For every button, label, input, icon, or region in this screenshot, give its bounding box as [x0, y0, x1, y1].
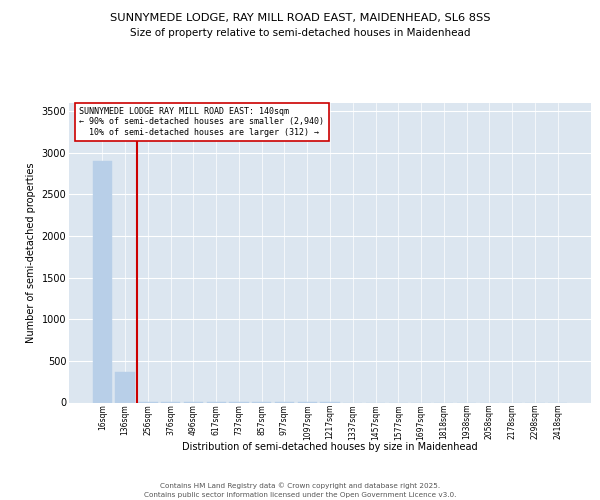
Bar [115, 372, 135, 402]
Text: SUNNYMEDE LODGE RAY MILL ROAD EAST: 140sqm
← 90% of semi-detached houses are sma: SUNNYMEDE LODGE RAY MILL ROAD EAST: 140s… [79, 107, 325, 137]
X-axis label: Distribution of semi-detached houses by size in Maidenhead: Distribution of semi-detached houses by … [182, 442, 478, 452]
Bar [93, 161, 112, 402]
Text: Contains HM Land Registry data © Crown copyright and database right 2025.
Contai: Contains HM Land Registry data © Crown c… [144, 482, 456, 498]
Text: SUNNYMEDE LODGE, RAY MILL ROAD EAST, MAIDENHEAD, SL6 8SS: SUNNYMEDE LODGE, RAY MILL ROAD EAST, MAI… [110, 12, 490, 22]
Text: Size of property relative to semi-detached houses in Maidenhead: Size of property relative to semi-detach… [130, 28, 470, 38]
Y-axis label: Number of semi-detached properties: Number of semi-detached properties [26, 162, 36, 343]
